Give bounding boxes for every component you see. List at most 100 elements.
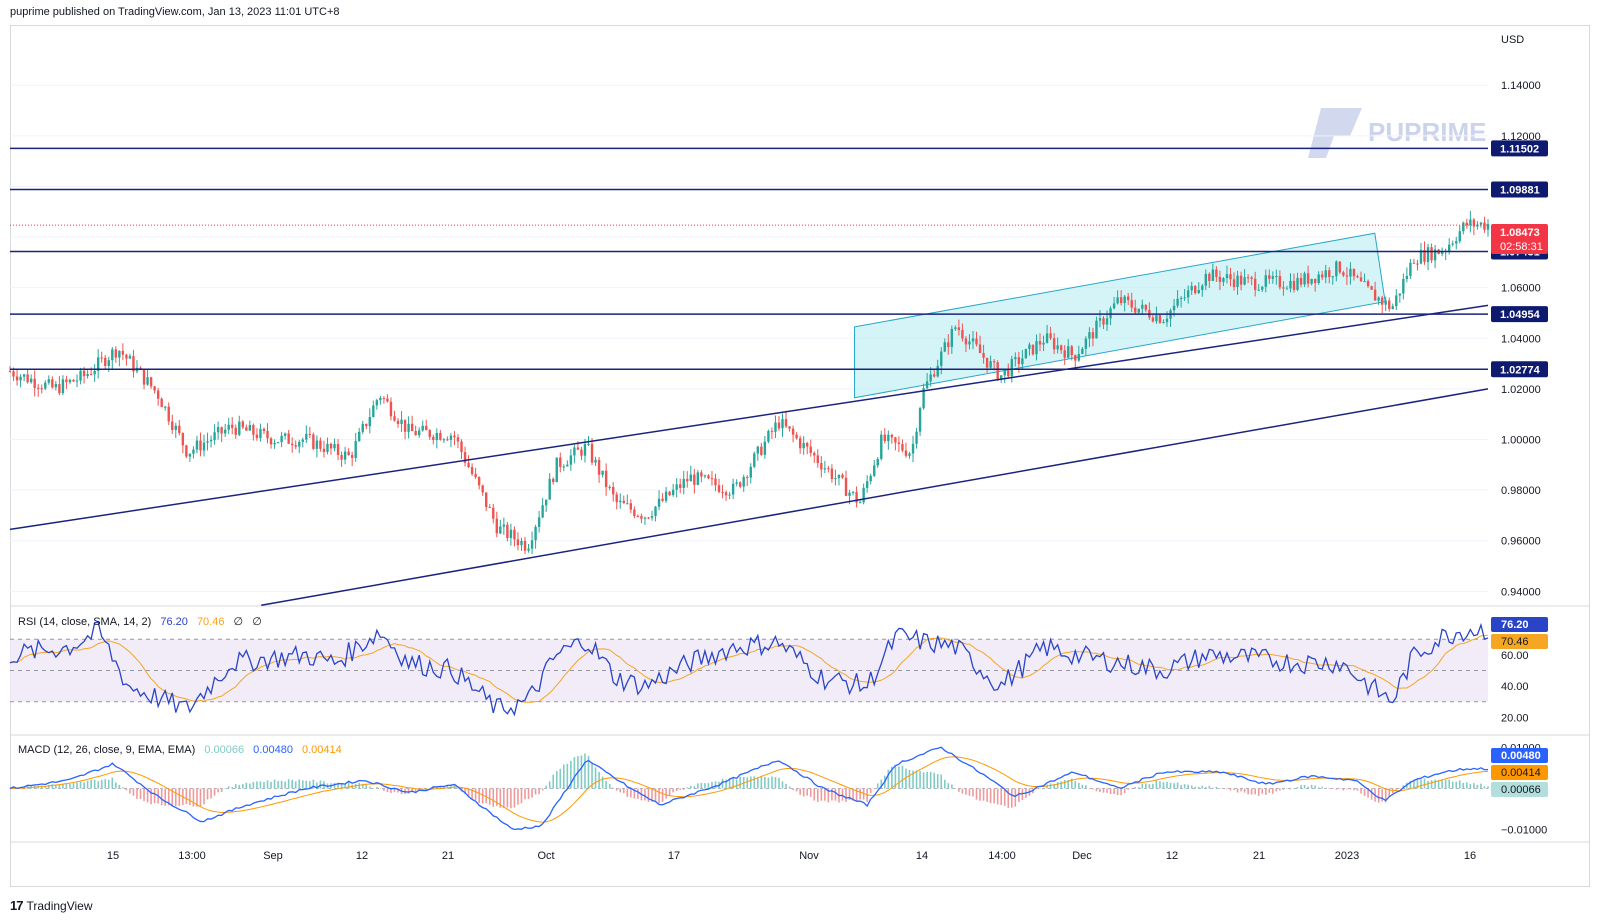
candle-body [823,468,827,470]
macd-signal-line [9,756,1489,823]
trendlines[interactable] [9,304,1489,607]
candle-body [915,431,918,444]
candle-body [61,379,65,394]
macd-legend[interactable]: MACD (12, 26, close, 9, EMA, EMA) 0.0006… [18,744,342,756]
macd-hist-bar [1346,788,1348,790]
macd-hist-bar [474,788,477,800]
candle-body [936,365,939,377]
macd-hist-bar [1155,780,1158,789]
macd-hist-bar [594,767,597,789]
rsi-legend-label: RSI (14, close, SMA, 14, 2) [18,616,151,628]
macd-hist-bar [129,788,131,794]
macd-hist-bar [291,779,293,789]
candle-body [1194,286,1197,294]
macd-hist-bar [386,788,389,793]
candle-body [837,474,841,479]
candle-body [760,446,763,455]
macd-hist-bar [1296,787,1299,789]
time-axis[interactable]: 15 13:00 Sep 12 21 Oct 17 Nov 14 14:00 Dec 12 21 2023… [107,850,1476,862]
candle-body [523,540,527,551]
macd-hist-bar [263,782,265,789]
candle-body [548,478,551,500]
candle-body [276,442,280,444]
rsi-legend-value: 76.20 [160,616,188,628]
candle-body [365,423,368,427]
candle-body [806,442,809,447]
candle-body [1225,274,1229,279]
macd-hist-bar [739,776,741,789]
candle-body [12,371,15,377]
macd-hist-bar [150,788,152,805]
macd-hist-bar [1102,788,1105,793]
macd-hist-bar [277,781,279,789]
candle-body [1363,281,1366,283]
candle-body [964,338,968,345]
candle-body [534,526,537,541]
macd-hist-bar [242,784,244,789]
macd-hist-bar [559,768,562,789]
macd-hist-bar [654,788,657,802]
candle-body [1179,298,1183,300]
candle-series [8,210,1490,555]
candle-body [1377,297,1380,301]
candle-body [781,419,784,429]
macd-hist-bar [757,777,759,789]
rsi-legend[interactable]: RSI (14, close, SMA, 14, 2) 76.20 70.46 … [18,616,262,628]
candle-body [1250,277,1253,279]
macd-hist-bar [912,770,914,789]
macd-hist-bar [714,781,717,789]
macd-hist-bar [781,781,784,789]
macd-hist-bar [1441,779,1443,789]
candle-body [724,492,728,496]
time-axis-label: 21 [1253,850,1265,862]
macd-hist-bar [1430,780,1433,789]
macd-hist-bar [1205,786,1207,789]
macd-hist-bar [294,781,297,789]
candle-body [1208,273,1211,281]
candle-body [555,457,558,483]
macd-hist-bar [189,788,191,806]
rsi-sma-line [9,634,1489,703]
candle-body [1035,341,1038,355]
candle-body [622,500,625,504]
candle-body [1430,247,1433,261]
candle-body [167,406,170,422]
candle-body [294,445,297,447]
candle-body [1158,315,1162,323]
macd-hist-bar [534,788,537,795]
candle-body [259,428,262,439]
currency-label: USD [1501,34,1524,46]
macd-hist-bar [1212,787,1214,789]
macd-hist-bar [1183,784,1186,789]
tradingview-footer[interactable]: 17 TradingView [10,898,93,913]
candle-body [844,477,848,496]
candle-body [904,450,908,456]
candle-body [1257,289,1260,291]
candle-body [597,459,601,475]
macd-hist-bar [1134,787,1137,789]
macd-hist-bar [996,788,999,805]
macd-hist-bar [1130,788,1133,789]
macd-hist-bar [1247,788,1249,795]
price-axis[interactable]: 1.14000 1.12000 1.06000 1.04000 1.02000 1.000… [1501,80,1541,598]
candle-body [1465,222,1469,226]
candle-body [146,377,149,385]
candle-body [848,492,851,496]
macd-hist-bar [1039,788,1041,789]
candle-body [1331,276,1334,278]
candle-body [382,397,386,399]
candle-body [1197,289,1200,294]
macd-hist-bar [1137,787,1140,789]
candle-body [742,477,745,487]
candle-body [104,357,107,366]
candle-body [1261,286,1264,290]
candle-body [1296,277,1299,290]
candle-body [1282,287,1285,289]
candle-body [1038,341,1042,345]
horizontal-levels[interactable] [10,147,1488,371]
macd-hist-bar [820,788,823,801]
candle-body [1405,275,1409,280]
candle-body [753,453,756,467]
candle-body [968,341,971,345]
